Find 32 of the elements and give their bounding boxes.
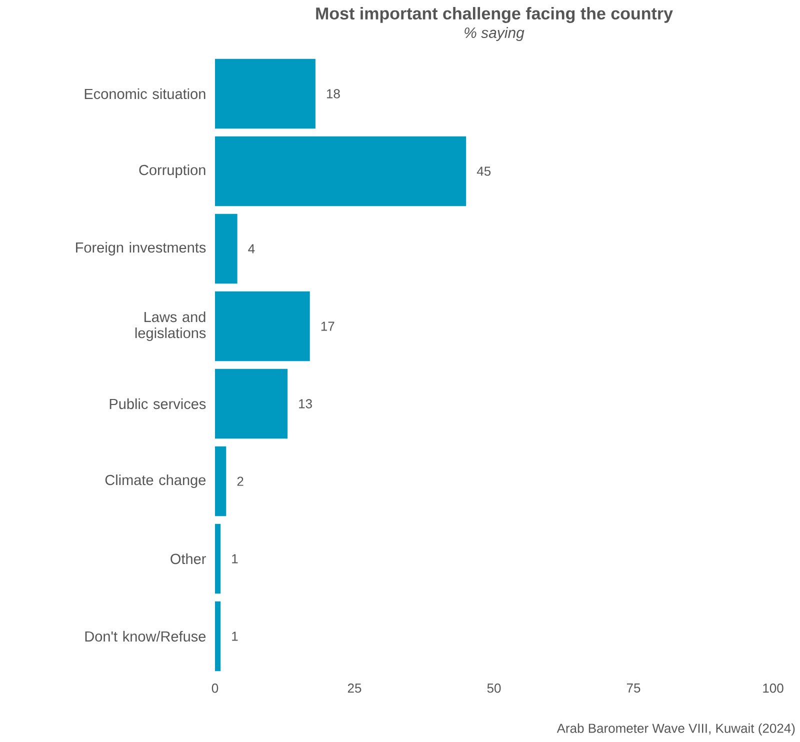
bar [215, 446, 226, 516]
data-label: 1 [232, 554, 238, 564]
x-tick-label: 75 [626, 684, 640, 693]
x-tick-label: 25 [348, 684, 362, 693]
y-tick-label: Foreign investments [76, 242, 206, 256]
x-tick-label: 50 [487, 684, 501, 693]
bar [215, 58, 316, 129]
data-label: 1 [232, 632, 238, 641]
y-tick-label: Don't know/Refuse [85, 630, 206, 642]
y-tick-label: Laws and legislations [135, 312, 206, 342]
x-tick-label: 100 [763, 684, 784, 693]
chart-title: Most important challenge facing the country [316, 7, 673, 23]
bar [215, 524, 221, 594]
text: Arab Barometer Wave VIII, Kuwait (2024) [556, 723, 795, 736]
y-tick-label: Economic situation [84, 88, 206, 100]
data-label: 13 [299, 399, 312, 408]
y-tick-label: Corruption [139, 164, 206, 178]
x-tick-label: 0 [212, 684, 218, 693]
bar [215, 601, 221, 672]
data-label: 2 [237, 476, 244, 486]
bar [215, 136, 466, 206]
bar [215, 368, 288, 439]
data-label: 18 [326, 89, 340, 98]
chart-subtitle: % saying [464, 27, 524, 41]
bar [215, 291, 310, 362]
data-label: 45 [476, 166, 491, 176]
data-label: 4 [248, 244, 255, 254]
y-tick-label: Public services [110, 398, 206, 410]
y-tick-label: Other [170, 553, 206, 564]
bar [215, 214, 238, 284]
data-label: 17 [321, 322, 334, 331]
y-tick-label: Climate change [105, 474, 206, 488]
